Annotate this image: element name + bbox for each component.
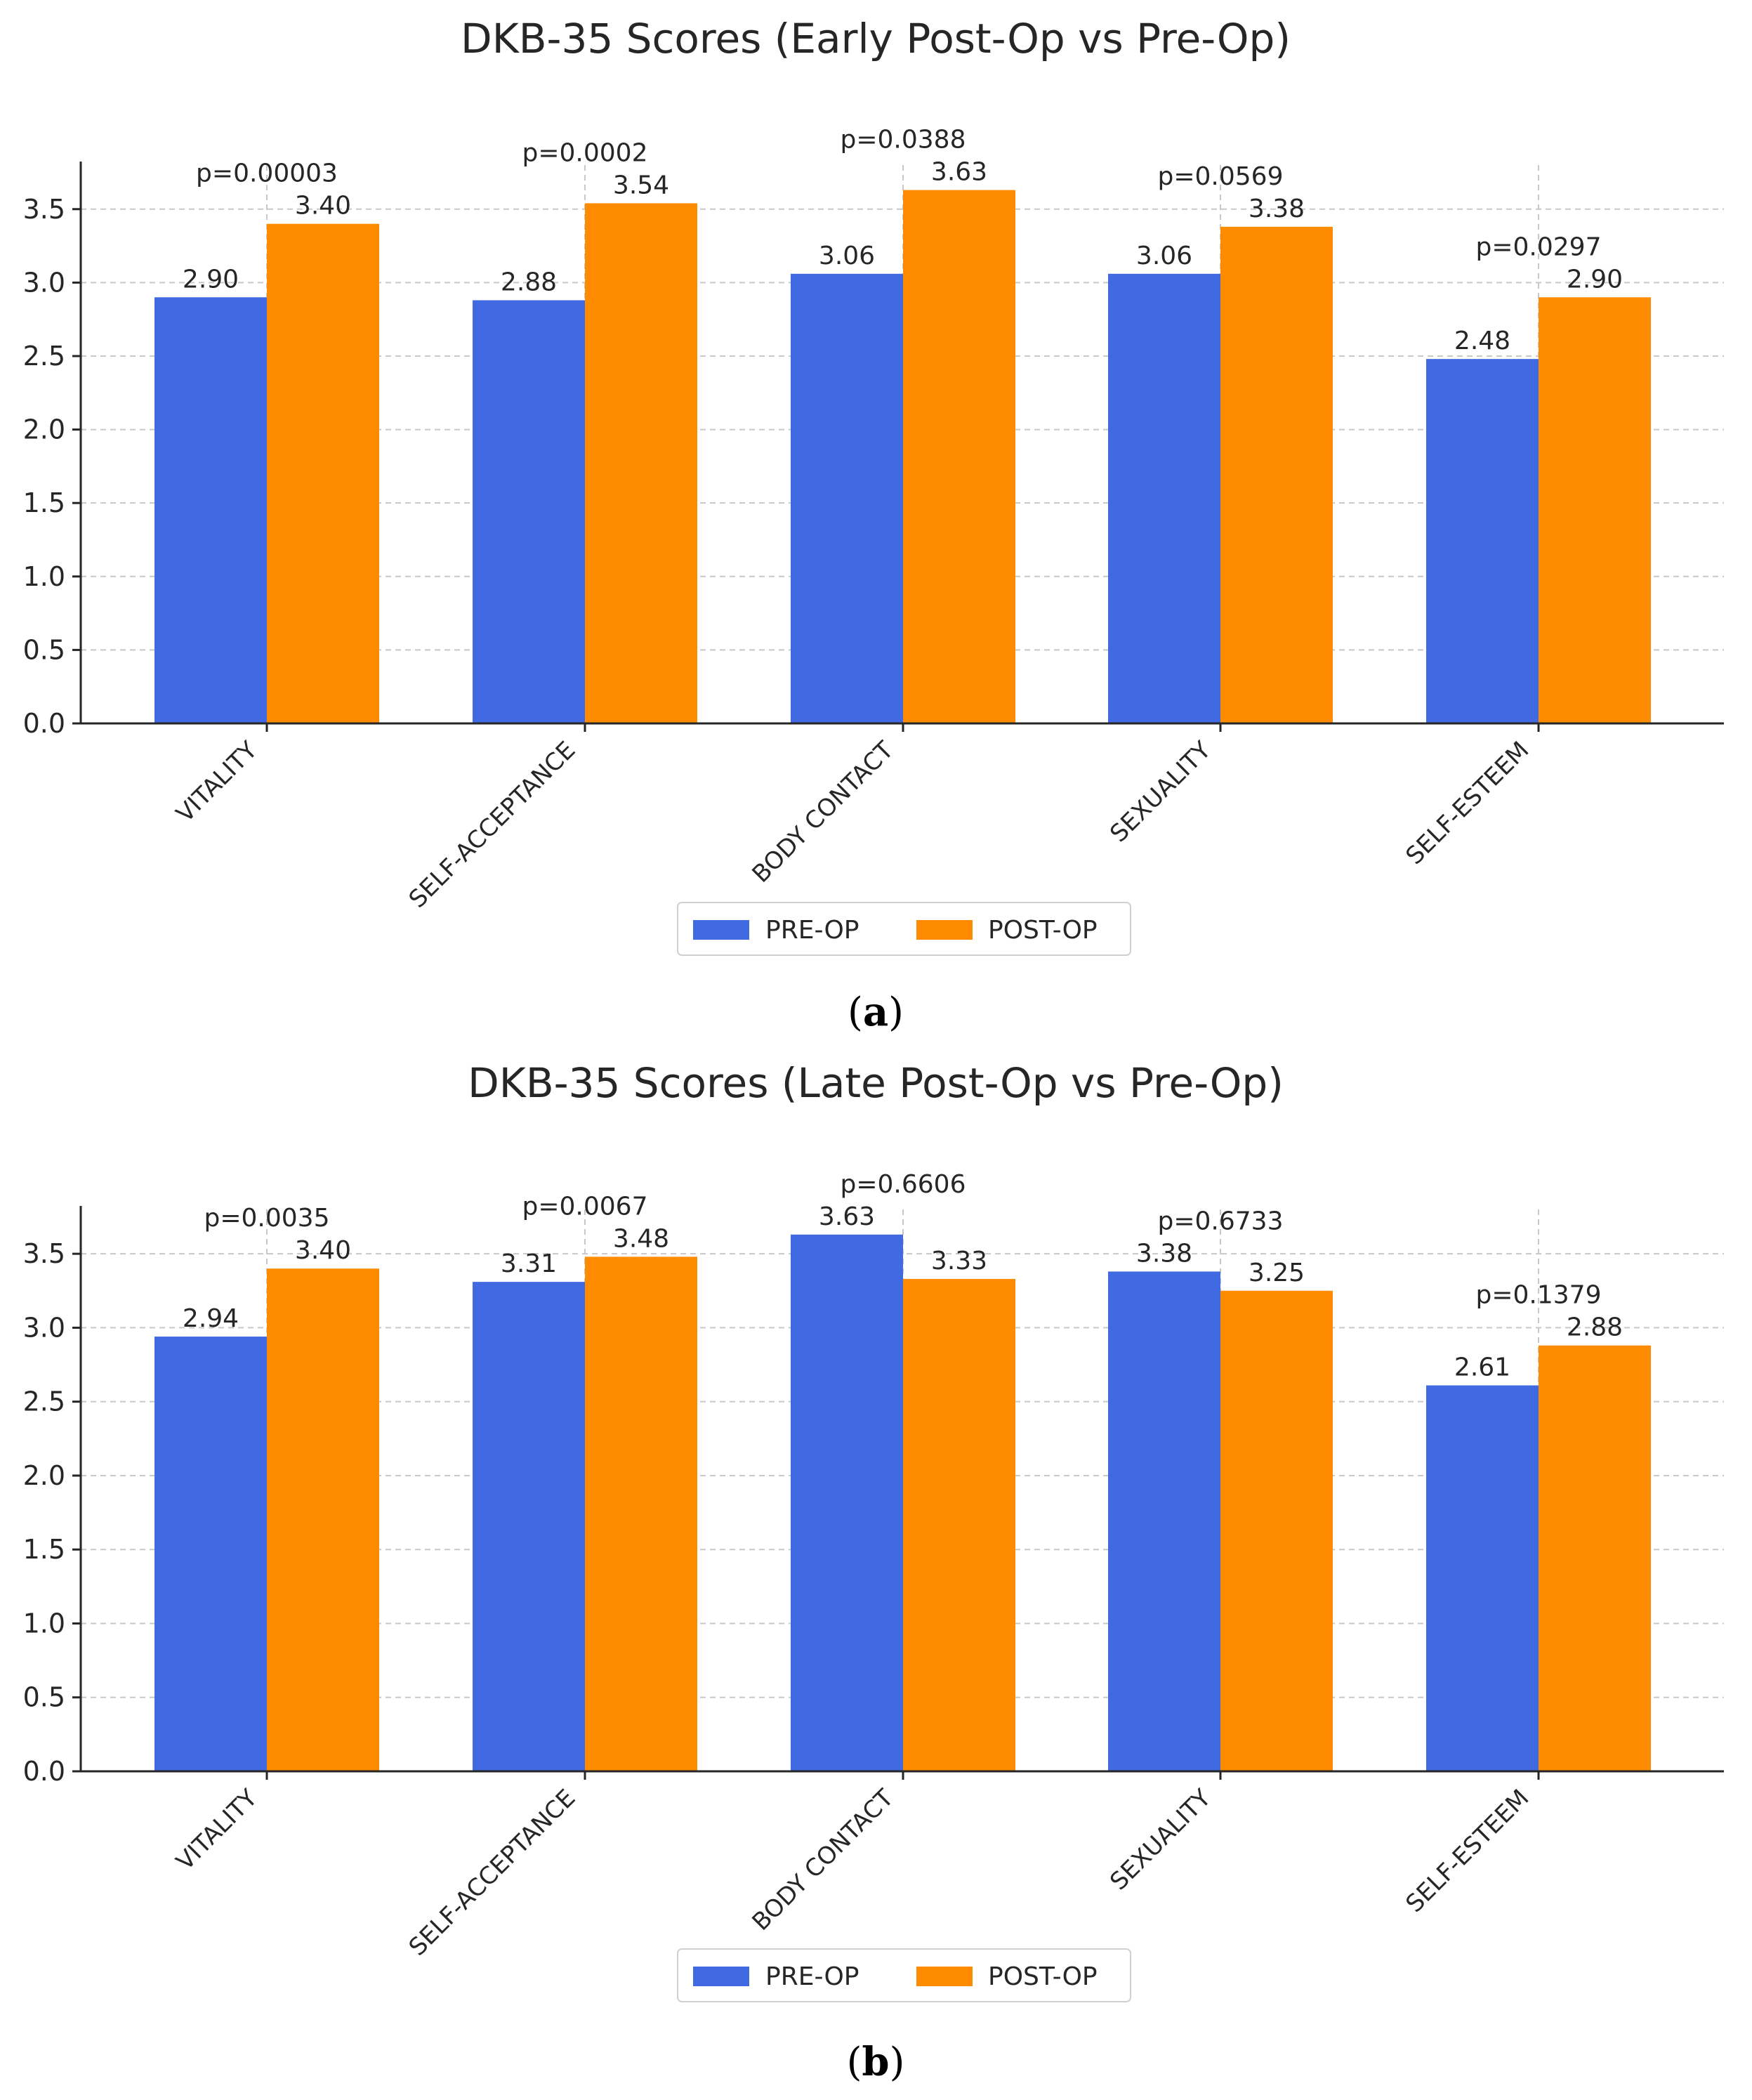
y-tick-label: 0.5 [23, 634, 65, 665]
bar-pre-op [791, 1234, 903, 1771]
value-label-pre-op: 3.06 [819, 242, 875, 270]
bar-post-op [903, 190, 1015, 723]
value-label-post-op: 3.40 [295, 1236, 351, 1265]
p-value-label: p=0.0569 [1158, 162, 1284, 191]
y-tick-label: 1.5 [23, 487, 65, 518]
value-label-post-op: 2.88 [1567, 1313, 1623, 1342]
value-label-pre-op: 2.48 [1454, 327, 1510, 355]
value-label-pre-op: 2.90 [183, 265, 239, 294]
bar-pre-op [154, 1337, 267, 1771]
bar-post-op [1220, 1290, 1333, 1771]
value-label-pre-op: 3.06 [1136, 242, 1192, 270]
p-value-label: p=0.6733 [1158, 1207, 1284, 1235]
p-value-label: p=0.00003 [196, 159, 338, 188]
p-value-label: p=0.0067 [522, 1192, 648, 1221]
value-label-post-op: 3.40 [295, 192, 351, 221]
y-tick-label: 2.5 [23, 341, 65, 372]
bar-post-op [903, 1278, 1015, 1771]
p-value-label: p=0.1379 [1476, 1281, 1602, 1310]
p-value-label: p=0.0388 [841, 126, 966, 155]
bar-pre-op [791, 273, 903, 723]
chart-title: DKB-35 Scores (Early Post-Op vs Pre-Op) [461, 15, 1291, 63]
y-tick-label: 2.5 [23, 1386, 65, 1417]
legend-swatch-post-op [916, 920, 973, 940]
value-label-post-op: 3.48 [613, 1224, 669, 1253]
legend: PRE-OP POST-OP [677, 1948, 1131, 2002]
p-value-label: p=0.0297 [1476, 232, 1602, 261]
category-label: SELF-ACCEPTANCE [404, 736, 581, 914]
category-label: SEXUALITY [1105, 736, 1216, 848]
p-value-label: p=0.6606 [841, 1170, 966, 1199]
category-label: BODY CONTACT [747, 736, 900, 888]
y-tick-label: 0.0 [23, 1756, 65, 1787]
y-tick-label: 2.0 [23, 414, 65, 445]
category-label: VITALITY [171, 736, 263, 828]
legend-swatch-pre-op [693, 920, 749, 940]
panel-label: (a) [848, 989, 904, 1035]
category-label: SEXUALITY [1105, 1784, 1216, 1896]
bar-pre-op [154, 297, 267, 724]
p-value-label: p=0.0035 [204, 1204, 330, 1233]
legend-box [677, 1948, 1131, 2002]
bar-pre-op [1426, 359, 1539, 723]
value-label-pre-op: 2.88 [501, 268, 557, 296]
bar-pre-op [473, 300, 585, 723]
category-label: SELF-ESTEEM [1400, 736, 1534, 870]
chart-panel-b: DKB-35 Scores (Late Post-Op vs Pre-Op) 0.… [23, 1059, 1724, 2085]
value-label-pre-op: 2.94 [183, 1304, 239, 1333]
legend-label-post-op: POST-OP [988, 916, 1098, 945]
y-tick-label: 3.5 [23, 1238, 65, 1269]
value-label-pre-op: 3.38 [1136, 1239, 1192, 1268]
y-tick-label: 0.0 [23, 708, 65, 739]
y-tick-label: 1.0 [23, 561, 65, 592]
value-label-pre-op: 3.31 [501, 1249, 557, 1278]
value-label-post-op: 3.63 [931, 158, 987, 187]
legend-swatch-post-op [916, 1967, 973, 1986]
legend-label-pre-op: PRE-OP [765, 916, 859, 945]
chart-title: DKB-35 Scores (Late Post-Op vs Pre-Op) [468, 1059, 1284, 1107]
bar-post-op [1220, 226, 1333, 723]
value-label-post-op: 3.25 [1249, 1259, 1305, 1287]
chart-panel-a: DKB-35 Scores (Early Post-Op vs Pre-Op) 0… [23, 15, 1724, 1035]
value-label-post-op: 3.38 [1249, 195, 1305, 223]
y-tick-label: 0.5 [23, 1682, 65, 1713]
value-label-pre-op: 2.61 [1454, 1353, 1510, 1382]
value-label-pre-op: 3.63 [819, 1202, 875, 1231]
legend-label-pre-op: PRE-OP [765, 1962, 859, 1991]
value-label-post-op: 3.54 [613, 171, 669, 199]
bar-post-op [585, 203, 697, 723]
category-label: SELF-ESTEEM [1400, 1784, 1534, 1918]
category-label: VITALITY [171, 1784, 263, 1876]
bar-post-op [267, 1268, 379, 1771]
legend-box [677, 902, 1131, 956]
bar-post-op [1539, 1345, 1651, 1771]
bar-pre-op [1108, 1271, 1220, 1771]
y-tick-label: 3.5 [23, 194, 65, 225]
legend: PRE-OP POST-OP [677, 902, 1131, 956]
y-tick-label: 2.0 [23, 1460, 65, 1491]
bar-pre-op [473, 1282, 585, 1771]
bar-post-op [1539, 297, 1651, 724]
y-tick-label: 1.5 [23, 1534, 65, 1565]
value-label-post-op: 3.33 [931, 1247, 987, 1275]
category-label: BODY CONTACT [747, 1784, 900, 1936]
value-label-post-op: 2.90 [1567, 265, 1623, 294]
y-tick-label: 1.0 [23, 1608, 65, 1639]
category-label: SELF-ACCEPTANCE [404, 1784, 581, 1962]
legend-label-post-op: POST-OP [988, 1962, 1098, 1991]
y-tick-label: 3.0 [23, 267, 65, 298]
bar-pre-op [1426, 1385, 1539, 1771]
legend-swatch-pre-op [693, 1967, 749, 1986]
y-tick-label: 3.0 [23, 1312, 65, 1343]
bar-post-op [585, 1256, 697, 1771]
p-value-label: p=0.0002 [522, 138, 648, 167]
bar-pre-op [1108, 273, 1220, 723]
bar-post-op [267, 223, 379, 723]
panel-label: (b) [847, 2039, 905, 2085]
